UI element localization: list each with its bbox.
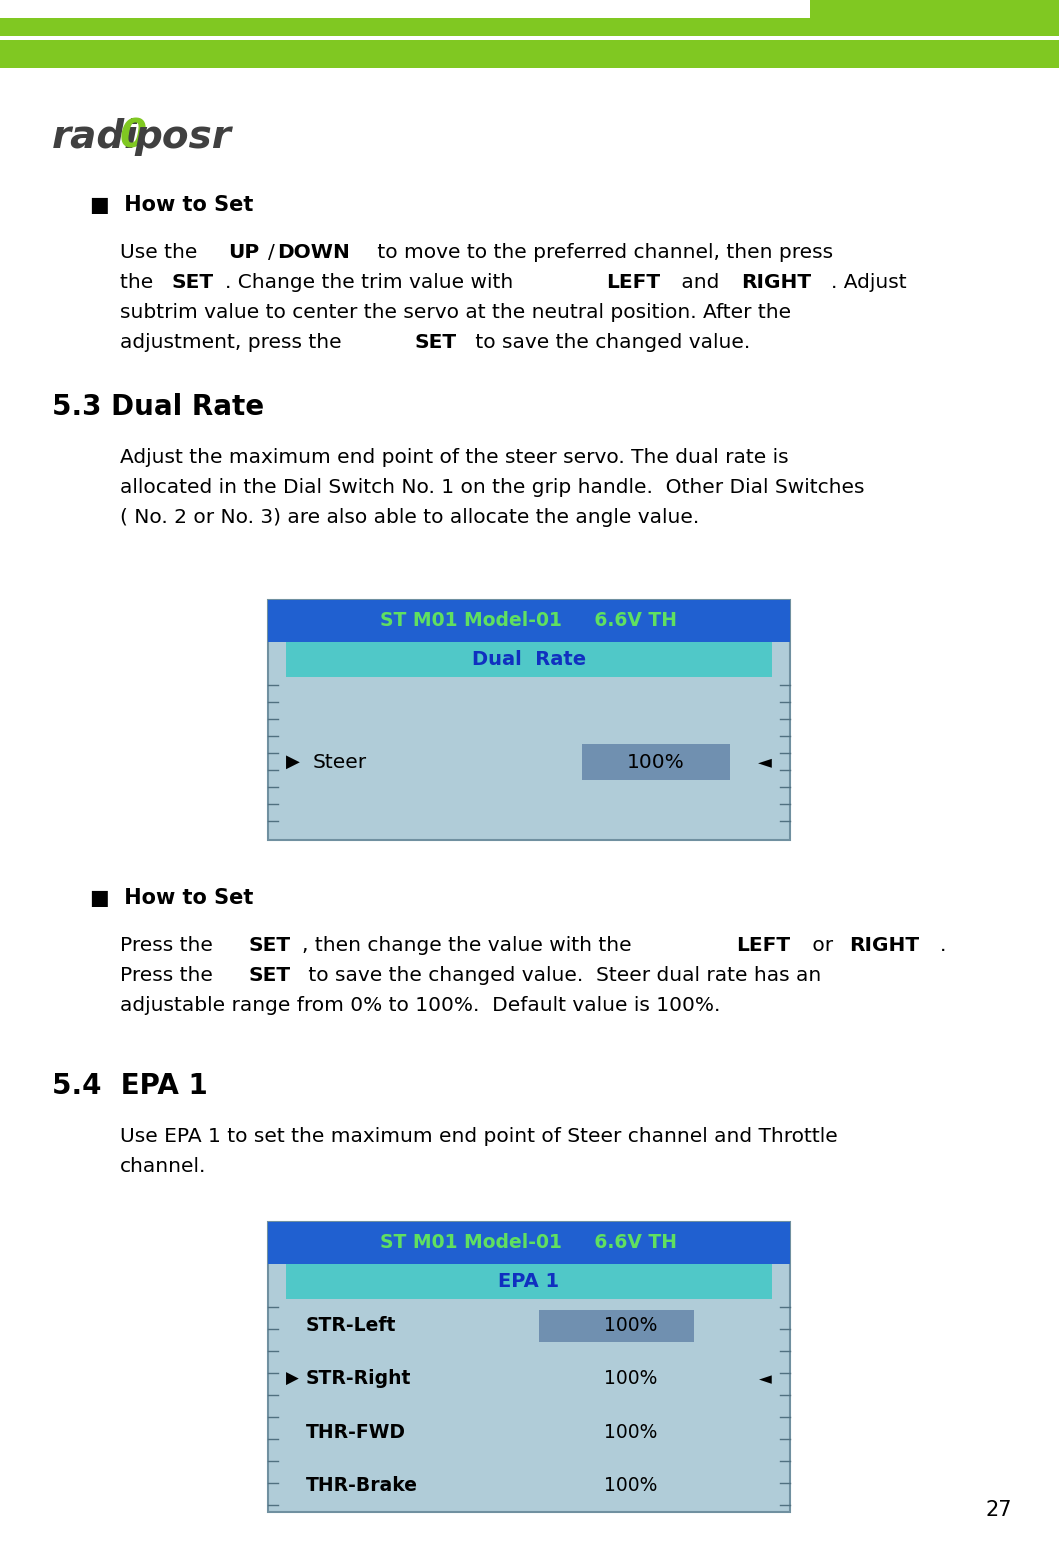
Text: RIGHT: RIGHT xyxy=(849,936,919,955)
Text: 100%: 100% xyxy=(604,1370,658,1389)
Text: radi: radi xyxy=(52,118,139,156)
Polygon shape xyxy=(0,40,1059,68)
Text: and: and xyxy=(676,274,726,292)
Text: Dual  Rate: Dual Rate xyxy=(472,650,586,669)
Bar xyxy=(286,1264,772,1298)
Text: . Change the trim value with: . Change the trim value with xyxy=(226,274,520,292)
Text: , then change the value with the: , then change the value with the xyxy=(303,936,639,955)
Text: SET: SET xyxy=(414,333,456,351)
Text: ◄: ◄ xyxy=(759,1370,772,1389)
Text: 100%: 100% xyxy=(604,1476,658,1494)
Text: 100%: 100% xyxy=(627,753,685,771)
Text: /: / xyxy=(268,243,275,261)
Text: 100%: 100% xyxy=(604,1423,658,1441)
Bar xyxy=(268,1222,790,1511)
Text: to save the changed value.: to save the changed value. xyxy=(468,333,750,351)
Text: to save the changed value.  Steer dual rate has an: to save the changed value. Steer dual ra… xyxy=(303,966,822,984)
Text: Adjust the maximum end point of the steer servo. The dual rate is: Adjust the maximum end point of the stee… xyxy=(120,448,789,466)
Text: 0: 0 xyxy=(120,118,147,156)
Text: SET: SET xyxy=(248,966,290,984)
Bar xyxy=(268,600,790,642)
Text: adjustment, press the: adjustment, press the xyxy=(120,333,348,351)
Bar xyxy=(539,1309,694,1342)
Text: ( No. 2 or No. 3) are also able to allocate the angle value.: ( No. 2 or No. 3) are also able to alloc… xyxy=(120,508,699,527)
Text: EPA 1: EPA 1 xyxy=(499,1272,559,1291)
Text: adjustable range from 0% to 100%.  Default value is 100%.: adjustable range from 0% to 100%. Defaul… xyxy=(120,997,720,1015)
Text: . Adjust: . Adjust xyxy=(831,274,908,292)
Text: the: the xyxy=(120,274,160,292)
Text: Press the: Press the xyxy=(120,966,219,984)
Text: Use the: Use the xyxy=(120,243,203,261)
Text: 27: 27 xyxy=(986,1501,1012,1519)
Text: or: or xyxy=(806,936,840,955)
Text: Use EPA 1 to set the maximum end point of Steer channel and Throttle: Use EPA 1 to set the maximum end point o… xyxy=(120,1127,838,1146)
Text: ◄: ◄ xyxy=(758,753,772,771)
Text: ■  How to Set: ■ How to Set xyxy=(90,194,253,215)
Polygon shape xyxy=(810,0,1059,14)
Text: Steer: Steer xyxy=(313,753,367,771)
Text: STR-Right: STR-Right xyxy=(306,1370,411,1389)
Text: SET: SET xyxy=(172,274,213,292)
Text: posr: posr xyxy=(134,118,231,156)
Bar xyxy=(268,600,790,840)
Text: subtrim value to center the servo at the neutral position. After the: subtrim value to center the servo at the… xyxy=(120,303,791,322)
Text: Press the: Press the xyxy=(120,936,219,955)
Polygon shape xyxy=(810,0,1059,36)
Text: ▶: ▶ xyxy=(286,1370,299,1389)
Bar xyxy=(582,743,730,781)
Text: THR-Brake: THR-Brake xyxy=(306,1476,418,1494)
Text: UP: UP xyxy=(228,243,259,261)
Text: ▶: ▶ xyxy=(286,753,300,771)
Text: 5.3 Dual Rate: 5.3 Dual Rate xyxy=(52,393,264,421)
Text: LEFT: LEFT xyxy=(736,936,790,955)
Text: SET: SET xyxy=(248,936,290,955)
Text: 5.4  EPA 1: 5.4 EPA 1 xyxy=(52,1071,208,1099)
Text: ST M01 Model-01     6.6V TH: ST M01 Model-01 6.6V TH xyxy=(380,1233,678,1252)
Polygon shape xyxy=(0,19,1059,36)
Text: 100%: 100% xyxy=(604,1316,658,1336)
Text: allocated in the Dial Switch No. 1 on the grip handle.  Other Dial Switches: allocated in the Dial Switch No. 1 on th… xyxy=(120,477,864,498)
Text: channel.: channel. xyxy=(120,1157,207,1176)
Text: DOWN: DOWN xyxy=(277,243,349,261)
Text: ST M01 Model-01     6.6V TH: ST M01 Model-01 6.6V TH xyxy=(380,611,678,630)
Text: LEFT: LEFT xyxy=(606,274,660,292)
Text: RIGHT: RIGHT xyxy=(741,274,811,292)
Text: .: . xyxy=(939,936,946,955)
Bar xyxy=(286,642,772,676)
Bar xyxy=(268,1222,790,1264)
Text: STR-Left: STR-Left xyxy=(306,1316,396,1336)
Text: to move to the preferred channel, then press: to move to the preferred channel, then p… xyxy=(371,243,833,261)
Text: THR-FWD: THR-FWD xyxy=(306,1423,406,1441)
Text: ■  How to Set: ■ How to Set xyxy=(90,888,253,908)
